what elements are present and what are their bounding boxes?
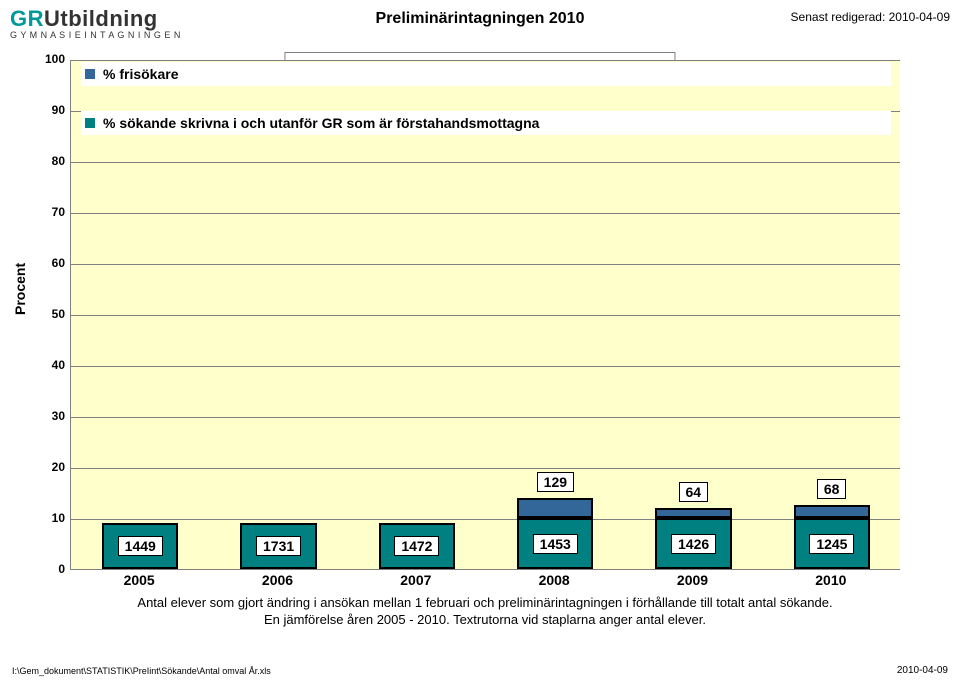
x-tick: 2005 [109, 572, 169, 588]
gridline [71, 162, 900, 163]
caption-line1: Antal elever som gjort ändring i ansökan… [137, 595, 832, 610]
x-tick: 2008 [524, 572, 584, 588]
footer-path: I:\Gem_dokument\STATISTIK\PreIint\Sökand… [12, 666, 271, 676]
gridline [71, 315, 900, 316]
logo-main: Utbildning [44, 6, 158, 31]
gridline [71, 60, 900, 61]
y-tick: 80 [35, 154, 65, 168]
bar-series1 [794, 505, 870, 518]
bar-series1 [517, 498, 593, 518]
y-tick: 0 [35, 562, 65, 576]
y-tick: 30 [35, 409, 65, 423]
gridline [71, 417, 900, 418]
bar-label-series2: 1245 [809, 534, 854, 554]
gridline [71, 468, 900, 469]
gridline [71, 366, 900, 367]
y-tick: 100 [35, 52, 65, 66]
legend-row-1: % frisökare [81, 62, 891, 86]
bar-label-series1: 64 [679, 482, 709, 502]
legend-row-2: % sökande skrivna i och utanför GR som ä… [81, 111, 891, 135]
gridline [71, 519, 900, 520]
x-tick: 2010 [801, 572, 861, 588]
page: GRUtbildning G Y M N A S I E I N T A G N… [0, 0, 960, 684]
legend-label: % frisökare [103, 66, 178, 82]
logo: GRUtbildning G Y M N A S I E I N T A G N… [10, 6, 181, 40]
bar-label-series2: 1449 [118, 536, 163, 556]
legend-label: % sökande skrivna i och utanför GR som ä… [103, 115, 539, 131]
footer-date: 2010-04-09 [897, 665, 948, 676]
bar-label-series2: 1731 [256, 536, 301, 556]
gridline [71, 213, 900, 214]
y-tick: 10 [35, 511, 65, 525]
y-tick: 40 [35, 358, 65, 372]
header-title: Preliminärintagningen 2010 [376, 10, 585, 28]
y-tick: 60 [35, 256, 65, 270]
legend-swatch [85, 69, 95, 79]
bar-label-series1: 68 [817, 479, 847, 499]
gridline [71, 264, 900, 265]
header-date: Senast redigerad: 2010-04-09 [791, 10, 950, 24]
y-tick: 70 [35, 205, 65, 219]
caption-line2: En jämförelse åren 2005 - 2010. Textruto… [264, 612, 706, 627]
y-axis-title: Procent [12, 263, 28, 315]
logo-prefix: GR [10, 6, 44, 31]
x-tick: 2006 [248, 572, 308, 588]
legend-swatch [85, 118, 95, 128]
y-tick: 90 [35, 103, 65, 117]
chart-area: % frisökare % sökande skrivna i och utanf… [70, 60, 900, 570]
bar-series1 [655, 508, 731, 518]
plot-area: % frisökare % sökande skrivna i och utanf… [70, 60, 900, 570]
bar-label-series2: 1453 [533, 534, 578, 554]
bar-label-series2: 1472 [394, 536, 439, 556]
bar-label-series1: 129 [537, 472, 574, 492]
y-tick: 20 [35, 460, 65, 474]
x-tick: 2009 [663, 572, 723, 588]
y-tick: 50 [35, 307, 65, 321]
header: GRUtbildning G Y M N A S I E I N T A G N… [10, 6, 950, 46]
bar-label-series2: 1426 [671, 534, 716, 554]
logo-text: GRUtbildning [10, 6, 181, 32]
logo-subtitle: G Y M N A S I E I N T A G N I N G E N [10, 30, 181, 40]
chart-caption: Antal elever som gjort ändring i ansökan… [70, 595, 900, 629]
x-tick: 2007 [386, 572, 446, 588]
